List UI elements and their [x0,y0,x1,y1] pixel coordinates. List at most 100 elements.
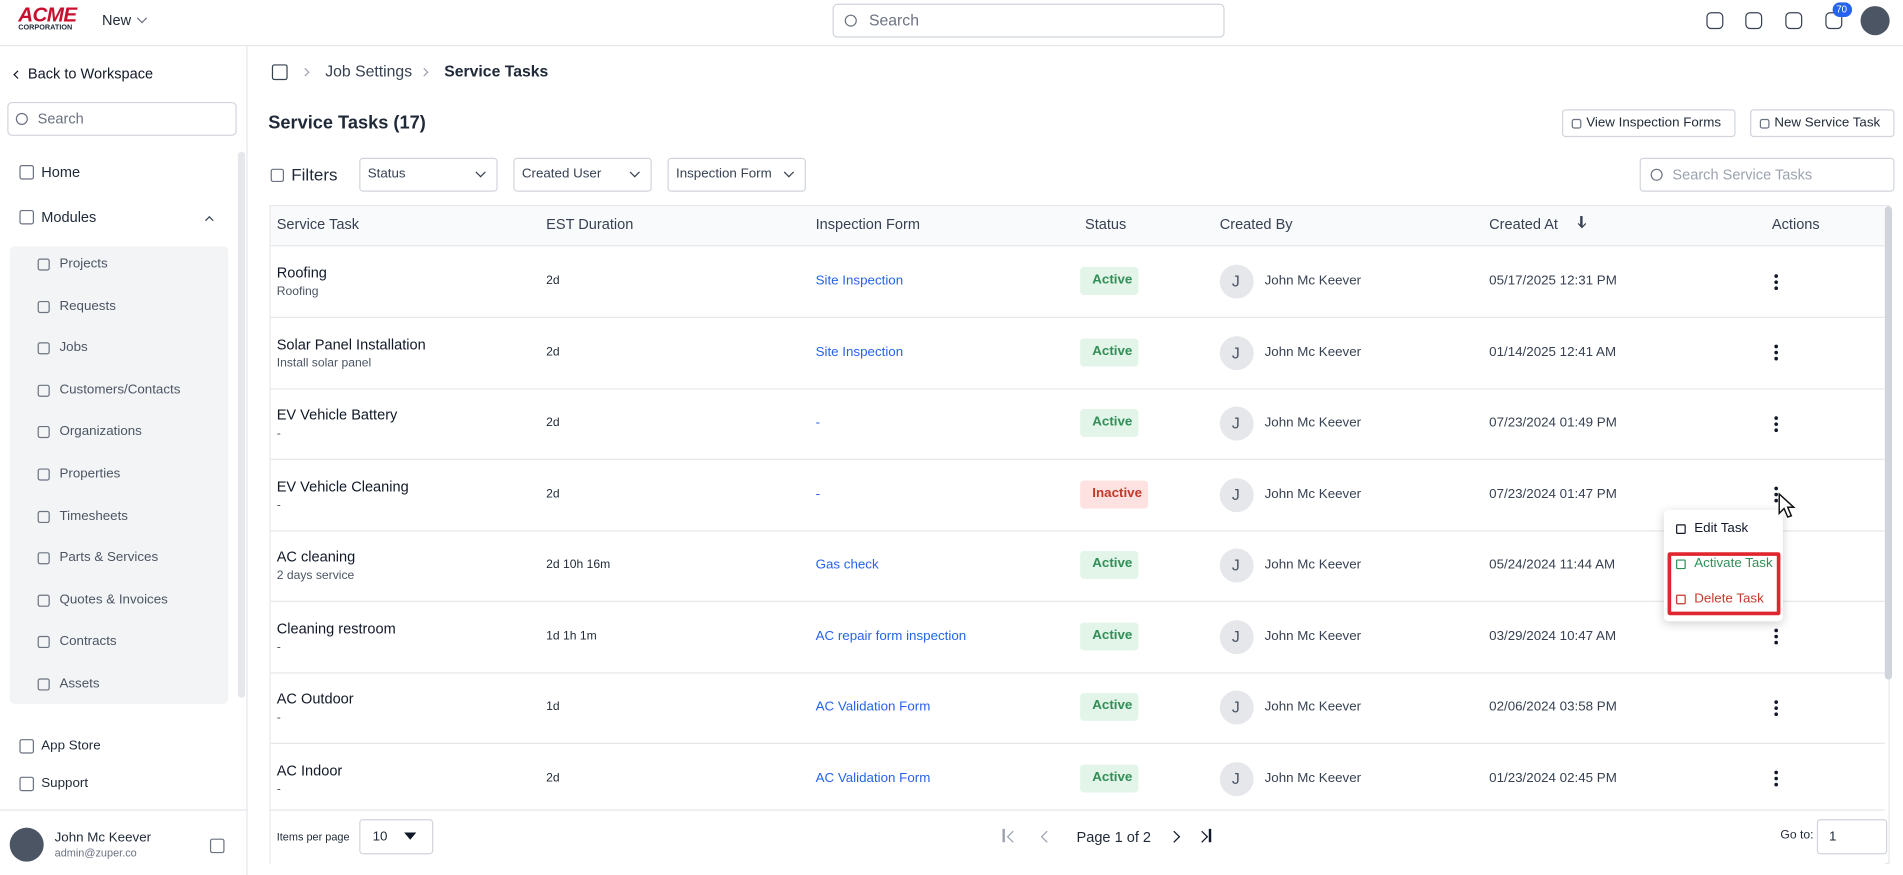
nav-item[interactable]: App Store [41,738,101,753]
nav-item[interactable]: Home [41,163,81,181]
task-description: - [276,498,281,512]
inspection-form-link[interactable]: AC Validation Form [815,770,931,786]
kebab-dot[interactable] [1773,711,1778,716]
inspection-form-link[interactable]: - [815,486,821,502]
kebab-dot[interactable] [1773,344,1778,349]
inspection-form-link[interactable]: AC repair form inspection [815,628,967,644]
status-badge: Inactive [1080,479,1149,508]
kebab-dot[interactable] [1773,498,1778,503]
nav-item[interactable]: Projects [59,256,108,272]
nav-item[interactable]: Quotes & Invoices [59,592,168,608]
nav-item[interactable]: Requests [59,298,116,314]
kebab-dot[interactable] [1773,705,1778,710]
icon [37,636,50,649]
avatar [1860,6,1890,36]
icon [1785,12,1803,30]
select-caret [404,832,417,840]
icon [37,468,50,481]
nav-item[interactable]: Jobs [59,340,88,356]
icon [19,209,34,225]
chevron [419,67,428,76]
kebab-dot[interactable] [1773,356,1778,361]
sidebar-search[interactable] [7,101,237,136]
inspection-form-link[interactable]: Site Inspection [815,344,904,360]
kebab-dot[interactable] [1773,279,1778,284]
kebab-dot[interactable] [1773,486,1778,491]
avatar [1219,690,1254,725]
goto-input[interactable] [1816,819,1888,855]
nav-item[interactable]: Parts & Services [59,550,159,566]
created-at: 05/24/2024 11:44 AM [1489,557,1616,573]
kebab-dot[interactable] [1773,628,1778,633]
avatar [1219,264,1254,299]
kebab-dot[interactable] [1773,415,1778,420]
inspection-form-link[interactable]: - [815,415,821,431]
status: Inactive [1092,485,1143,500]
nav-item[interactable]: Timesheets [59,508,128,524]
filter-label: Inspection Form [676,166,772,182]
kebab-dot[interactable] [1773,776,1778,781]
inspection-form-link[interactable]: Gas check [815,557,879,573]
column-header: Service Task [276,215,360,233]
new-button[interactable]: New [101,11,132,29]
task-description: Roofing [276,285,319,299]
row-border [270,316,1885,318]
kebab-dot[interactable] [1773,770,1778,775]
nav-item[interactable]: Customers/Contacts [59,382,181,398]
kebab-dot[interactable] [1773,782,1778,787]
avatar-initial: J [1231,343,1240,362]
task-name: EV Vehicle Battery [276,406,398,424]
duration: 2d [546,771,560,785]
filter-dropdown[interactable] [359,157,498,192]
column-header: Created By [1219,215,1293,233]
inspection-form-link[interactable]: AC Validation Form [815,699,931,715]
task-description: 2 days service [276,569,355,583]
menu-item[interactable]: Delete Task [1694,591,1764,607]
kebab-dot[interactable] [1773,273,1778,278]
inspection-form-link[interactable]: Site Inspection [815,273,904,289]
nav-item[interactable]: Organizations [59,424,142,440]
menu-item[interactable]: Edit Task [1694,521,1749,536]
nav-item[interactable]: Assets [59,676,100,692]
kebab-dot[interactable] [1773,699,1778,704]
created-at: 01/14/2025 12:41 AM [1489,344,1617,360]
button[interactable] [1750,109,1895,138]
per-page-select[interactable] [359,819,434,855]
logo: ACME [18,3,77,27]
status: Active [1092,556,1133,571]
status-badge: Active [1080,408,1139,437]
task-name: EV Vehicle Cleaning [276,477,409,495]
avatar [1219,619,1254,654]
button[interactable] [1561,109,1736,138]
nav-item[interactable]: Properties [59,466,121,482]
header-search[interactable] [832,3,1225,38]
notification-count: 70 [1836,3,1848,15]
table-search[interactable] [1639,157,1895,192]
back-link[interactable]: Back to Workspace [27,65,154,83]
kebab-dot[interactable] [1773,427,1778,432]
kebab-dot[interactable] [1773,421,1778,426]
nav-item[interactable]: Support [41,775,89,791]
avatar-initial: J [1231,485,1240,504]
task-name: AC cleaning [276,548,356,566]
nav-item[interactable]: Modules [41,208,97,226]
breadcrumb[interactable]: Job Settings [325,62,413,81]
filter-dropdown[interactable] [667,157,806,192]
pagination-bar [270,809,1885,865]
icon [37,426,50,439]
kebab-dot[interactable] [1773,285,1778,290]
avatar-initial: J [1231,414,1240,433]
column-header[interactable]: Created At [1489,215,1558,233]
filter-dropdown[interactable] [513,157,652,192]
icon [37,384,50,397]
kebab-dot[interactable] [1773,640,1778,645]
menu-item[interactable]: Activate Task [1694,556,1773,571]
status: Active [1092,343,1133,358]
kebab-dot[interactable] [1773,634,1778,639]
nav-item[interactable]: Contracts [59,634,117,650]
kebab-dot[interactable] [1773,350,1778,355]
kebab-dot[interactable] [1773,492,1778,497]
avatar [1219,477,1254,512]
avatar-initial: J [1231,769,1240,788]
